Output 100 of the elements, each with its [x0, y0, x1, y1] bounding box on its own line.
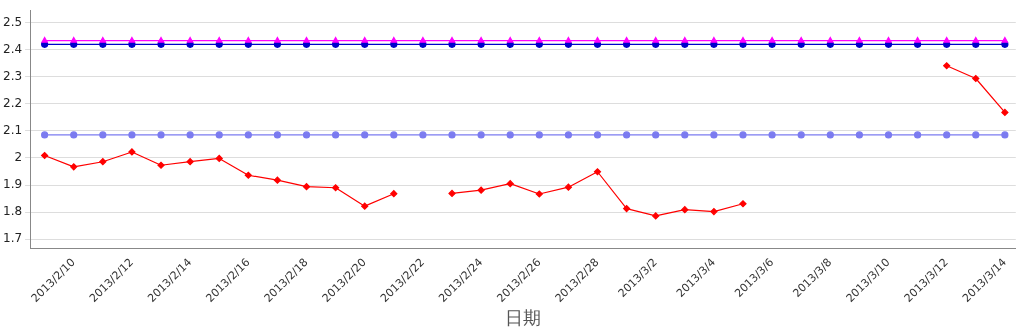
point: [536, 36, 543, 43]
point: [943, 131, 951, 139]
point: [273, 176, 282, 184]
point: [913, 131, 922, 139]
point: [274, 36, 281, 43]
point: [419, 36, 427, 43]
point: [768, 131, 776, 139]
point: [506, 180, 514, 188]
point: [885, 36, 892, 43]
point: [1001, 36, 1009, 43]
point: [943, 62, 951, 70]
point: [70, 36, 77, 43]
point: [477, 36, 485, 43]
point: [826, 131, 834, 139]
y-tick-label: 2.4: [2, 41, 23, 56]
point: [972, 131, 980, 139]
point: [157, 36, 165, 43]
point: [41, 151, 49, 160]
point: [186, 131, 194, 139]
point: [739, 36, 747, 43]
point: [623, 36, 630, 43]
point: [739, 131, 747, 139]
x-axis-title: 日期: [504, 306, 541, 328]
point: [507, 36, 514, 43]
point: [215, 131, 223, 139]
point: [652, 131, 660, 139]
point: [856, 36, 863, 43]
point: [244, 131, 252, 139]
y-tick-label: 1.7: [2, 231, 23, 246]
point: [884, 131, 893, 139]
point: [448, 131, 456, 139]
point: [303, 36, 310, 43]
point: [215, 154, 223, 163]
point: [681, 206, 689, 214]
point: [332, 184, 340, 192]
point: [797, 131, 805, 139]
point: [535, 131, 543, 139]
point: [99, 158, 107, 166]
point: [652, 36, 659, 43]
y-tick-label: 2.2: [2, 95, 23, 110]
point: [710, 36, 718, 43]
point: [1001, 108, 1009, 116]
point: [565, 36, 572, 43]
point: [361, 202, 369, 210]
point: [41, 36, 48, 43]
point: [448, 189, 456, 198]
point: [593, 131, 602, 139]
point: [99, 131, 107, 139]
point: [157, 131, 165, 139]
point: [477, 131, 485, 139]
point: [827, 36, 834, 43]
point: [41, 131, 49, 139]
point: [70, 131, 78, 139]
y-tick-label: 1.8: [2, 204, 23, 219]
point: [477, 186, 485, 194]
point: [448, 36, 456, 43]
point: [419, 131, 427, 139]
y-tick-label: 2.1: [2, 122, 23, 137]
point: [186, 36, 194, 43]
point: [128, 36, 136, 43]
point: [332, 131, 340, 139]
point: [681, 36, 688, 43]
point: [681, 131, 689, 139]
point: [594, 36, 601, 43]
point: [302, 131, 311, 139]
y-tick-label: 2.3: [2, 68, 23, 83]
point: [186, 158, 194, 166]
point: [128, 131, 136, 139]
point: [361, 131, 369, 139]
point: [855, 131, 863, 139]
point: [361, 36, 368, 43]
point: [390, 190, 398, 198]
point: [739, 200, 747, 208]
point: [157, 161, 165, 169]
point: [390, 131, 398, 139]
point: [390, 36, 398, 43]
point: [564, 131, 573, 139]
y-tick-label: 2: [14, 150, 23, 165]
point: [70, 163, 78, 171]
point: [652, 212, 660, 220]
point: [216, 36, 223, 43]
point: [623, 205, 631, 213]
point: [244, 171, 252, 179]
point: [710, 131, 718, 139]
point: [332, 36, 339, 43]
point: [768, 36, 776, 43]
point: [273, 131, 282, 139]
point: [710, 207, 718, 216]
point: [623, 131, 631, 139]
point: [798, 36, 805, 43]
y-tick-label: 2.5: [2, 14, 23, 29]
y-tick-label: 1.9: [2, 177, 23, 192]
point: [914, 36, 921, 43]
point: [593, 168, 602, 176]
point: [972, 36, 979, 43]
point: [245, 36, 252, 43]
point: [564, 183, 573, 191]
point: [128, 148, 136, 156]
point: [943, 36, 950, 43]
point: [506, 131, 514, 139]
